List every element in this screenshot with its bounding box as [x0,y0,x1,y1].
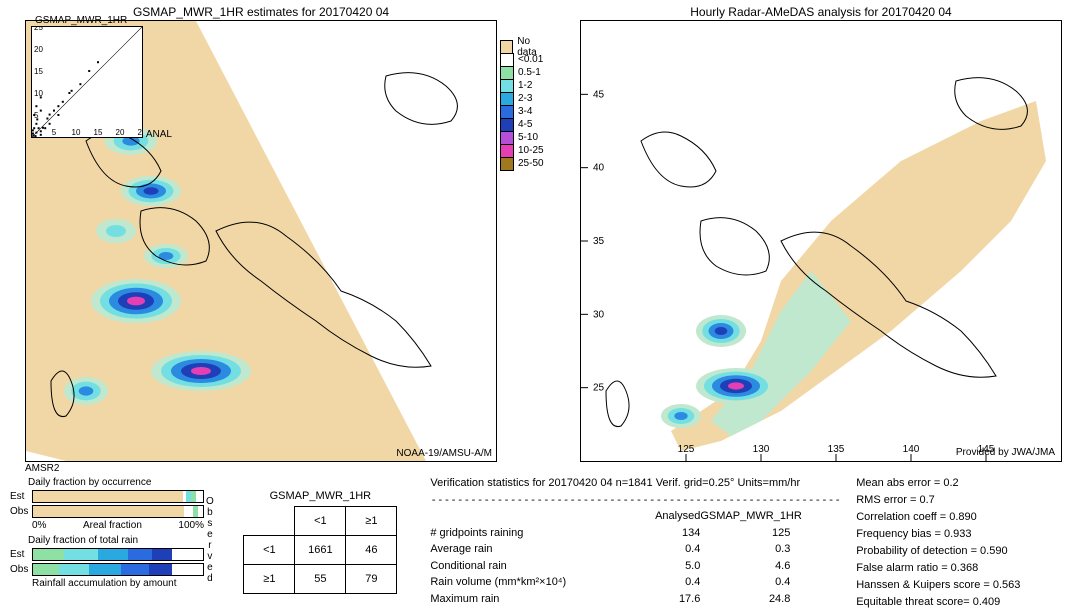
svg-text:15: 15 [94,128,103,137]
ctable-title: GSMAP_MWR_1HR [235,490,405,502]
score-line: Hanssen & Kuipers score = 0.563 [856,577,1070,594]
cell-d: 79 [346,565,397,594]
occ-obs-bar [32,505,204,518]
page: GSMAP_MWR_1HR estimates for 20170420 04 … [0,0,1080,612]
verif-title: Verification statistics for 20170420 04 … [430,475,848,492]
score-line: Correlation coeff = 0.890 [856,509,1070,526]
svg-text:25: 25 [138,128,142,137]
occ-title: Daily fraction by occurrence [28,477,204,488]
verif-row: Conditional rain5.04.6 [430,558,848,575]
contingency-block: Observed GSMAP_MWR_1HR <1≥1 <1166146 ≥15… [204,475,405,605]
cell-a: 1661 [295,536,346,565]
score-line: Probability of detection = 0.590 [856,543,1070,560]
svg-text:15: 15 [34,67,43,76]
observed-label: Observed [204,496,215,584]
legend-item: 5-10 [500,131,550,144]
legend-item: 25-50 [500,157,550,170]
cell-c: 55 [295,565,346,594]
verif-row: # gridpoints raining134125 [430,525,848,542]
verif-row: Average rain0.40.3 [430,541,848,558]
provider-label: Provided by JWA/JMA [956,447,1055,458]
legend-item: 4-5 [500,118,550,131]
svg-text:20: 20 [116,128,125,137]
colorbar-legend: No data<0.010.5-11-22-33-44-55-1010-2525… [500,40,550,170]
legend-item: 3-4 [500,105,550,118]
svg-text:10: 10 [34,89,43,98]
svg-text:30: 30 [593,309,605,320]
anal-label: ANAL [146,129,172,140]
svg-text:10: 10 [72,128,81,137]
verif-rows: # gridpoints raining134125Average rain0.… [430,525,848,608]
svg-text:5: 5 [52,128,57,137]
svg-text:140: 140 [903,444,920,455]
svg-text:130: 130 [753,444,770,455]
score-line: Mean abs error = 0.2 [856,475,1070,492]
svg-text:25: 25 [34,27,43,32]
score-line: False alarm ratio = 0.368 [856,560,1070,577]
legend-item: 10-25 [500,144,550,157]
svg-text:25: 25 [593,383,605,394]
contingency-table: <1≥1 <1166146 ≥15579 [243,506,397,594]
svg-text:20: 20 [34,45,43,54]
legend-item: 1-2 [500,79,550,92]
occ-est-bar [32,490,204,503]
tot-est-bar [32,548,204,561]
scatter-inset: GSMAP_MWR_1HR 510152025510152025 ANAL [31,26,143,138]
tot-title: Daily fraction of total rain [28,535,204,546]
cell-b: 46 [346,536,397,565]
right-map-title: Hourly Radar-AMeDAS analysis for 2017042… [581,5,1061,19]
score-line: Frequency bias = 0.933 [856,526,1070,543]
svg-text:45: 45 [593,89,605,100]
verif-row: Rain volume (mm*km²×10⁴)0.40.4 [430,574,848,591]
scores-block: Mean abs error = 0.2RMS error = 0.7Corre… [856,475,1070,605]
legend-item: <0.01 [500,53,550,66]
verif-row: Maximum rain17.624.8 [430,591,848,608]
right-map-svg: 125130135140145 2530354045 [581,21,1061,461]
bottom-row: Daily fraction by occurrence Est Obs 0% … [10,475,1070,605]
legend-item: 0.5-1 [500,66,550,79]
svg-text:135: 135 [828,444,845,455]
right-map-panel: Hourly Radar-AMeDAS analysis for 2017042… [580,20,1062,462]
amsr2-label: AMSR2 [25,463,59,474]
fraction-block: Daily fraction by occurrence Est Obs 0% … [10,475,204,605]
svg-text:35: 35 [593,236,605,247]
score-line: RMS error = 0.7 [856,492,1070,509]
scatter-title: GSMAP_MWR_1HR [35,15,127,26]
svg-text:125: 125 [678,444,695,455]
svg-text:40: 40 [593,163,605,174]
left-map-panel: GSMAP_MWR_1HR estimates for 20170420 04 … [25,20,497,462]
score-line: Equitable threat score= 0.409 [856,594,1070,611]
sat-label: NOAA-19/AMSU-A/M [396,448,492,459]
verification-block: Verification statistics for 20170420 04 … [430,475,848,605]
legend-item: No data [500,40,550,53]
scatter-svg: 510152025510152025 [32,27,142,137]
legend-item: 2-3 [500,92,550,105]
tot-obs-bar [32,563,204,576]
